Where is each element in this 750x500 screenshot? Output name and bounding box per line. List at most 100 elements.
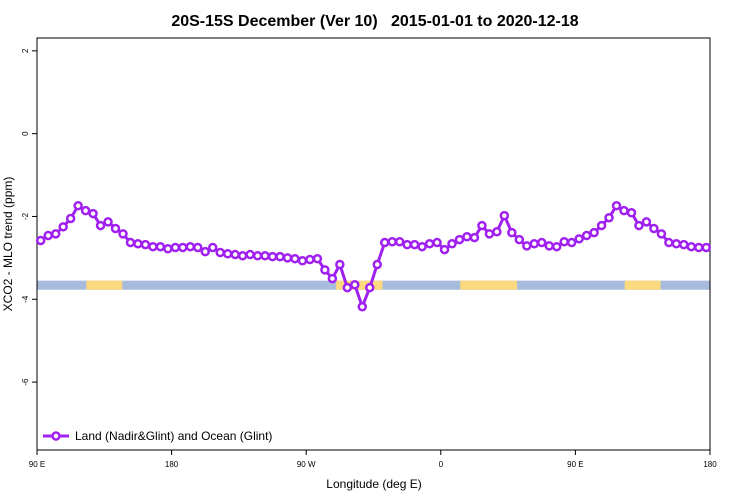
land-band	[460, 280, 518, 290]
y-tick-label: -6	[21, 378, 30, 386]
point	[252, 251, 263, 261]
x-tick-label: 0	[439, 460, 444, 469]
point	[402, 239, 412, 250]
point	[65, 213, 76, 224]
point	[222, 248, 233, 259]
point	[507, 227, 517, 238]
point	[499, 210, 510, 221]
point	[245, 249, 255, 260]
point	[260, 251, 270, 261]
point	[671, 239, 682, 249]
x-tick-label: 180	[165, 460, 179, 469]
land-band	[624, 280, 661, 290]
point	[694, 242, 704, 253]
point	[679, 239, 689, 250]
point	[237, 251, 248, 261]
point	[35, 235, 46, 246]
point	[394, 236, 405, 247]
point	[155, 241, 166, 252]
point	[133, 239, 143, 249]
y-tick-label: -4	[21, 295, 30, 303]
point	[297, 256, 308, 266]
y-tick-label: 0	[21, 131, 30, 136]
point	[80, 205, 91, 216]
point	[454, 234, 465, 245]
point	[163, 244, 173, 254]
point	[634, 220, 644, 231]
point	[267, 251, 278, 262]
x-tick-label: 90 W	[297, 460, 316, 469]
point	[469, 232, 480, 243]
point	[110, 223, 121, 234]
point	[424, 239, 435, 249]
point	[447, 239, 457, 249]
point	[305, 254, 315, 265]
point	[327, 273, 338, 284]
point	[664, 237, 674, 248]
point	[170, 242, 181, 253]
point	[193, 242, 203, 253]
point	[178, 242, 188, 253]
point	[215, 247, 225, 258]
point	[589, 227, 599, 238]
point	[43, 230, 53, 241]
point	[387, 236, 397, 247]
point	[58, 222, 68, 232]
point	[335, 259, 345, 270]
point	[103, 217, 113, 227]
point	[230, 249, 240, 260]
point	[551, 241, 562, 252]
chart-title: 20S-15S December (Ver 10) 2015-01-01 to …	[171, 13, 578, 30]
point	[686, 241, 697, 252]
point	[207, 242, 218, 253]
point	[581, 230, 592, 241]
land-band	[86, 280, 123, 290]
point	[574, 234, 584, 244]
x-tick-label: 90 E	[29, 460, 45, 469]
x-tick-label: 180	[703, 460, 717, 469]
point	[566, 237, 577, 248]
point	[185, 241, 196, 252]
point	[626, 207, 637, 218]
point	[342, 282, 353, 293]
x-axis-label: Longitude (deg E)	[326, 477, 421, 491]
point	[432, 237, 442, 248]
legend-label: Land (Nadir&Glint) and Ocean (Glint)	[75, 429, 272, 443]
point	[282, 253, 293, 263]
point	[514, 234, 525, 245]
point	[544, 241, 554, 251]
point	[140, 239, 151, 250]
point	[73, 200, 83, 211]
point	[492, 227, 502, 237]
point	[641, 217, 652, 227]
point	[559, 236, 569, 247]
point	[312, 253, 323, 264]
point	[50, 229, 61, 239]
point	[596, 220, 607, 231]
point	[379, 237, 390, 248]
point	[462, 232, 472, 242]
point	[290, 253, 300, 264]
point	[409, 239, 420, 250]
point	[611, 200, 622, 211]
point	[125, 237, 136, 248]
point	[357, 301, 368, 312]
point	[477, 220, 487, 231]
point	[537, 237, 547, 248]
point	[656, 229, 667, 239]
point	[701, 242, 712, 253]
point	[118, 229, 128, 239]
point	[439, 244, 450, 255]
point	[529, 239, 540, 249]
point	[372, 259, 382, 270]
legend-marker	[51, 431, 61, 441]
point	[275, 251, 285, 262]
x-tick-label: 90 E	[567, 460, 583, 469]
y-tick-label: 2	[21, 48, 30, 53]
plot-frame	[36, 37, 711, 451]
point	[95, 220, 106, 231]
point	[200, 246, 210, 257]
y-tick-label: -2	[21, 212, 30, 220]
point	[604, 212, 614, 223]
